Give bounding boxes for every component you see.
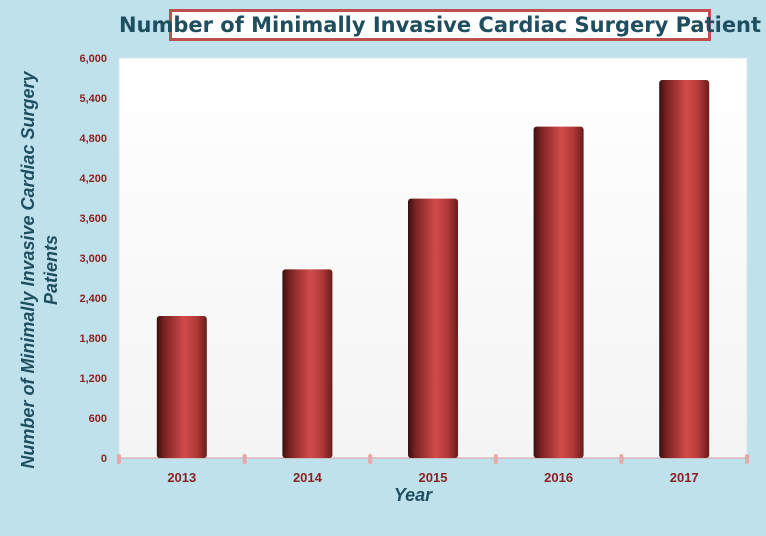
y-tick-label: 6,000 [79,53,107,65]
y-tick-label: 3,600 [79,213,107,225]
y-tick-label: 2,400 [79,293,107,305]
x-tick-label: 2015 [419,470,448,485]
y-tick-label: 4,200 [79,173,107,185]
x-axis-title: Year [394,485,433,505]
x-tick-label: 2013 [167,470,196,485]
x-tick-label: 2014 [293,470,323,485]
bar-2014 [282,269,333,458]
x-tick-label: 2016 [544,470,573,485]
chart-title: Number of Minimally Invasive Cardiac Sur… [119,9,761,41]
bar-2017 [659,80,710,458]
bar-2016 [533,126,584,459]
x-tick-mark [619,454,624,464]
bar-2013 [156,316,207,458]
x-tick-label: 2017 [670,470,699,485]
y-tick-label: 4,800 [79,133,107,145]
y-tick-label: 600 [89,413,107,425]
x-tick-mark [242,454,247,464]
y-tick-label: 1,200 [79,373,107,385]
y-axis-title-line2: Patients [41,235,61,305]
y-tick-label: 0 [101,453,107,465]
bar-2015 [408,198,458,458]
y-tick-label: 5,400 [79,93,107,105]
x-tick-mark [745,454,749,464]
x-tick-mark [493,454,498,464]
y-tick-label: 3,000 [79,253,107,265]
y-tick-label: 1,800 [79,333,107,345]
y-axis-title-line1: Number of Minimally Invasive Cardiac Sur… [18,70,38,468]
x-tick-mark [368,454,373,464]
x-tick-mark [117,454,121,464]
